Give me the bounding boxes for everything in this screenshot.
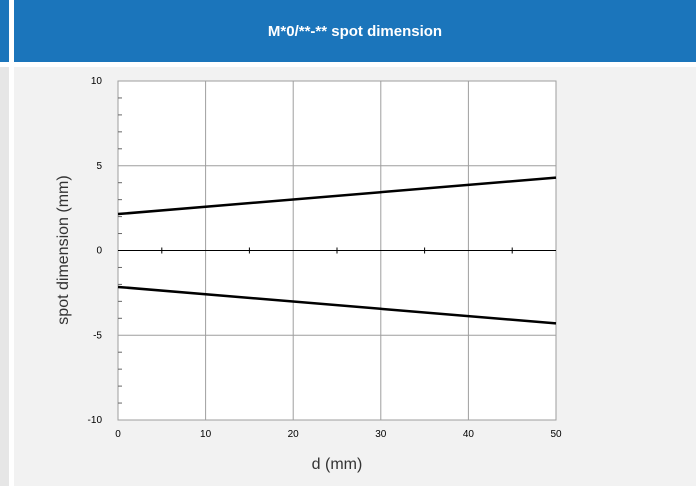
chart-panel: 10 5 0 -5 -10 0 10 20 30 40 50 d (mm) spot dimens…: [14, 67, 696, 486]
chart-title: M*0/**-** spot dimension: [267, 22, 443, 40]
minor-tick-layer: [118, 97, 513, 404]
y-tick-label-0: 10: [91, 76, 103, 87]
y-tick-label-3: -5: [93, 330, 102, 341]
chart-header: M*0/**-** spot dimension: [14, 0, 696, 62]
x-axis-title: d (mm): [312, 456, 363, 473]
x-tick-label-2: 20: [288, 429, 300, 440]
y-tick-label-2: 0: [96, 246, 102, 257]
left-panel-strip: [0, 67, 9, 486]
y-tick-label-4: -10: [88, 415, 103, 426]
series-line-1: [117, 285, 557, 325]
x-tick-labels: 0 10 20 30 40 50: [115, 429, 562, 440]
y-tick-labels: 10 5 0 -5 -10: [88, 76, 103, 426]
x-tick-label-1: 10: [200, 429, 212, 440]
left-accent-strip: [0, 0, 9, 62]
x-tick-label-4: 40: [463, 429, 475, 440]
x-tick-label-5: 50: [550, 429, 562, 440]
x-tick-label-3: 30: [375, 429, 387, 440]
x-tick-label-0: 0: [115, 429, 121, 440]
series-line-0: [117, 176, 557, 216]
series-layer: [117, 176, 557, 325]
y-tick-label-1: 5: [96, 161, 102, 172]
y-axis-title: spot dimension (mm): [55, 175, 72, 324]
